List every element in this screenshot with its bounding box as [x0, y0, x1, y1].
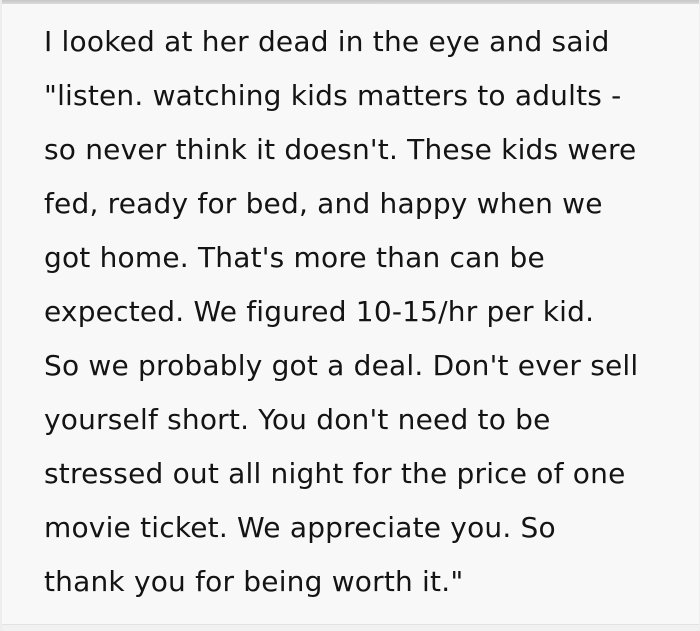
post-text-line: So we probably got a deal. Don't ever se… — [44, 349, 639, 382]
bottom-edge-zone — [2, 625, 699, 631]
post-text-line: so never think it doesn't. These kids we… — [44, 133, 637, 166]
bottom-divider — [2, 624, 699, 625]
post-text-line: thank you for being worth it." — [44, 565, 464, 598]
post-text-line: fed, ready for bed, and happy when we — [44, 187, 603, 220]
post-text-line: expected. We figured 10-15/hr per kid. — [44, 295, 595, 328]
post-text-line: stressed out all night for the price of … — [44, 457, 626, 490]
top-edge-strip — [2, 0, 699, 4]
post-text-line: I looked at her dead in the eye and said — [44, 25, 610, 58]
post-text: I looked at her dead in the eye and said… — [44, 15, 663, 609]
post-text-line: movie ticket. We appreciate you. So — [44, 511, 556, 544]
post-text-line: yourself short. You don't need to be — [44, 403, 551, 436]
post-text-line: "listen. watching kids matters to adults… — [44, 79, 622, 112]
post-text-line: got home. That's more than can be — [44, 241, 545, 274]
